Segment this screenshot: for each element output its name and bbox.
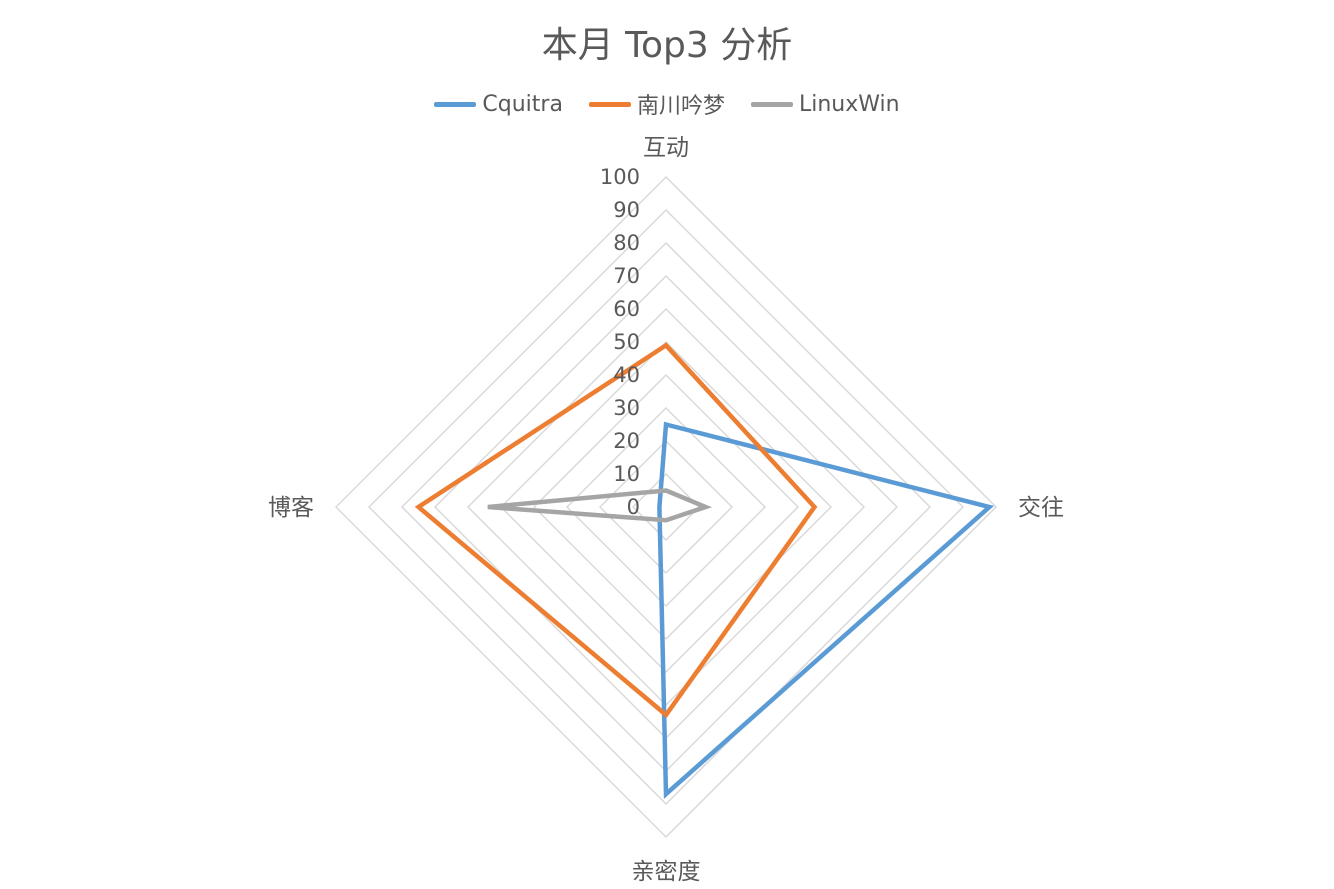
legend-swatch-nanchuan bbox=[588, 101, 631, 107]
axis-label-3: 博客 bbox=[268, 495, 314, 521]
legend-swatch-linuxwin bbox=[750, 101, 793, 107]
series-line-2 bbox=[487, 488, 713, 523]
tick-label-50: 50 bbox=[613, 330, 640, 354]
legend-label-cquitra: Cquitra bbox=[482, 91, 563, 117]
tick-label-70: 70 bbox=[613, 264, 640, 288]
grid-ring-100 bbox=[334, 175, 998, 839]
legend-item-cquitra[interactable]: Cquitra bbox=[434, 88, 563, 120]
tick-label-60: 60 bbox=[613, 297, 640, 321]
tick-label-30: 30 bbox=[613, 396, 640, 420]
series-line-1 bbox=[414, 342, 818, 719]
tick-label-0: 0 bbox=[627, 495, 640, 519]
grid-ring-40 bbox=[532, 373, 800, 641]
legend: Cquitra 南川吟梦 LinuxWin bbox=[0, 88, 1334, 120]
grid-ring-60 bbox=[466, 307, 866, 707]
tick-label-80: 80 bbox=[613, 231, 640, 255]
tick-label-90: 90 bbox=[613, 198, 640, 222]
legend-label-nanchuan: 南川吟梦 bbox=[636, 94, 725, 119]
legend-swatch-cquitra bbox=[434, 101, 477, 107]
legend-label-linuxwin: LinuxWin bbox=[798, 91, 900, 117]
grid-ring-80 bbox=[400, 241, 932, 773]
legend-item-linuxwin[interactable]: LinuxWin bbox=[750, 88, 900, 120]
radar-series bbox=[414, 342, 995, 800]
tick-label-20: 20 bbox=[613, 429, 640, 453]
axis-label-2: 亲密度 bbox=[632, 859, 701, 885]
tick-label-10: 10 bbox=[613, 462, 640, 486]
radar-grid bbox=[334, 175, 998, 839]
grid-ring-30 bbox=[565, 406, 767, 608]
legend-item-nanchuan[interactable]: 南川吟梦 bbox=[588, 88, 725, 120]
series-line-0 bbox=[657, 421, 995, 800]
grid-ring-90 bbox=[367, 208, 965, 806]
tick-label-100: 100 bbox=[600, 165, 640, 189]
grid-ring-10 bbox=[631, 472, 701, 542]
radial-tick-labels: 0 10 20 30 40 50 60 70 80 90 100 bbox=[600, 165, 640, 519]
axis-label-0: 互动 bbox=[643, 135, 689, 161]
axis-label-1: 交往 bbox=[1018, 495, 1064, 521]
tick-label-40: 40 bbox=[613, 363, 640, 387]
grid-ring-20 bbox=[598, 439, 734, 575]
chart-title: 本月 Top3 分析 bbox=[541, 25, 793, 66]
